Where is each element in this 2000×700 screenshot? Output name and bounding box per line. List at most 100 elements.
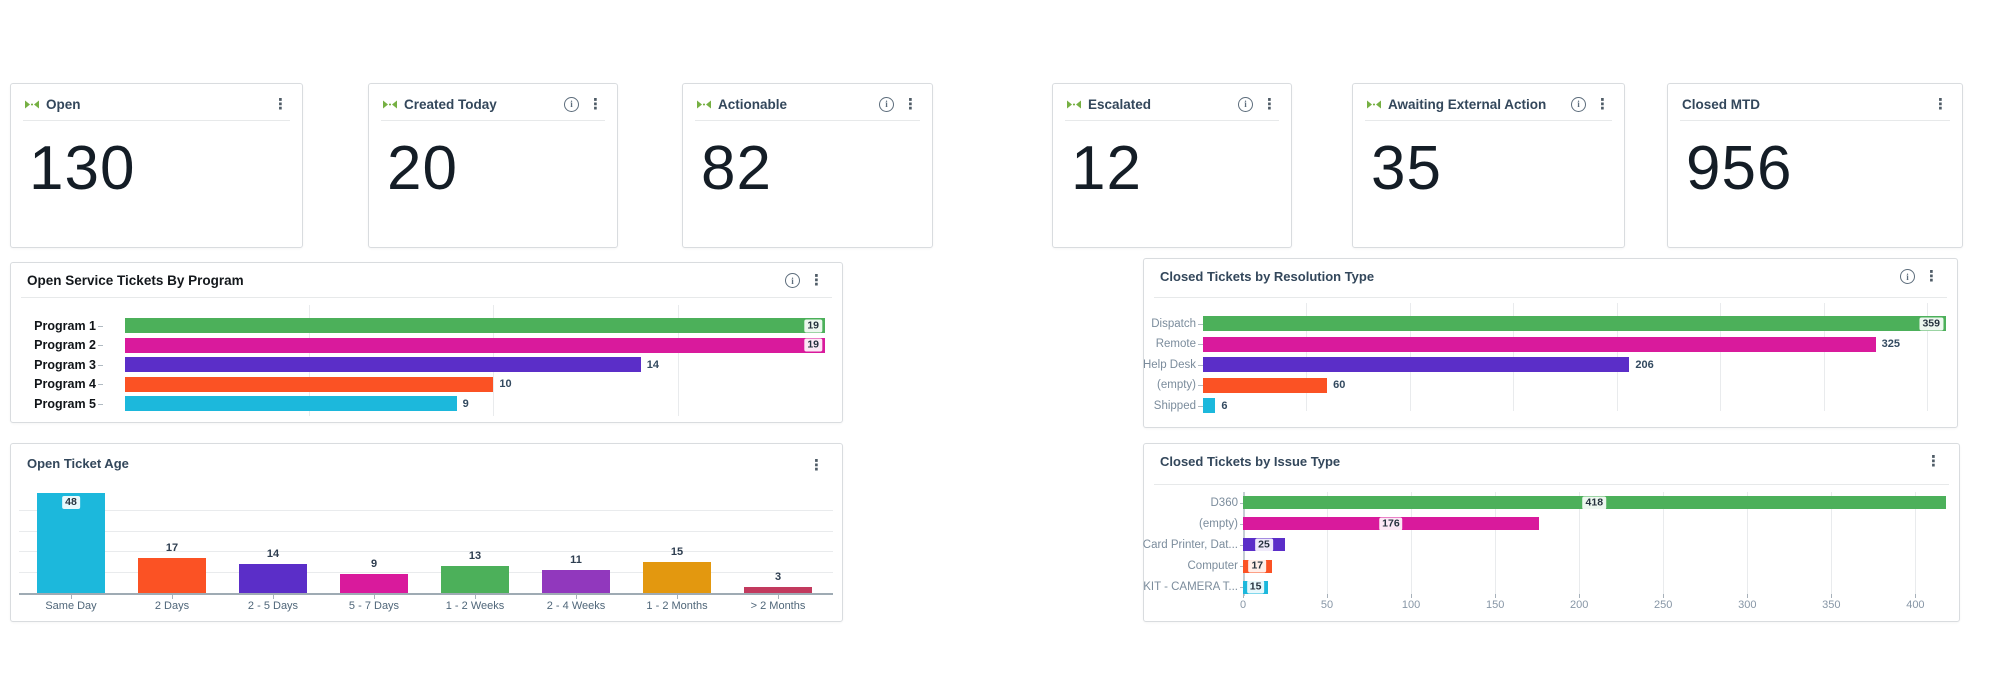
info-icon[interactable]: i xyxy=(785,273,800,288)
category-label: > 2 Months xyxy=(750,600,806,612)
bar[interactable] xyxy=(37,493,105,593)
axis-tick xyxy=(98,345,103,347)
bar[interactable] xyxy=(138,557,206,593)
resolution-chart-plot: Dispatch 359 Remote 325 Help Desk 206 (empty) 6… xyxy=(1143,259,1957,427)
bar[interactable] xyxy=(239,563,307,593)
bar[interactable] xyxy=(1203,336,1876,352)
category-label: 2 Days xyxy=(154,600,190,612)
kebab-menu-icon[interactable]: ⋮ xyxy=(903,95,918,113)
gridline xyxy=(677,305,679,416)
kpi-card-header: Awaiting External Action i ⋮ xyxy=(1367,95,1612,113)
kebab-menu-icon[interactable]: ⋮ xyxy=(273,95,288,113)
value-label: 359 xyxy=(1919,317,1943,330)
info-icon[interactable]: i xyxy=(879,96,894,112)
axis-tick xyxy=(1495,594,1497,598)
bar[interactable] xyxy=(1203,357,1630,372)
kebab-menu-icon[interactable]: ⋮ xyxy=(1933,95,1948,113)
value-label: 206 xyxy=(1635,358,1654,371)
kpi-card-awaiting-external-action: Awaiting External Action i ⋮ 35 xyxy=(1352,83,1625,248)
gridline xyxy=(19,572,833,574)
value-label: 3 xyxy=(774,570,782,583)
bar[interactable] xyxy=(125,357,641,373)
value-label: 48 xyxy=(62,496,80,510)
category-label: Help Desk xyxy=(1142,358,1196,371)
kebab-menu-icon[interactable]: ⋮ xyxy=(1595,95,1610,113)
divider xyxy=(1154,297,1947,298)
kpi-card-actionable: Actionable i ⋮ 82 xyxy=(682,83,933,248)
axis-tick xyxy=(1240,587,1245,589)
value-label: 418 xyxy=(1582,496,1607,509)
bar[interactable] xyxy=(125,337,825,353)
axis-tick-label: 50 xyxy=(1320,599,1334,611)
bar[interactable] xyxy=(542,570,610,593)
bar[interactable] xyxy=(125,396,457,412)
axis-tick xyxy=(1579,594,1581,598)
kpi-card-created-today: Created Today i ⋮ 20 xyxy=(368,83,618,248)
x-axis-line xyxy=(19,593,833,595)
bar[interactable] xyxy=(125,318,825,333)
chart-title: Open Ticket Age xyxy=(27,456,129,471)
kpi-card-header: Created Today i ⋮ xyxy=(383,95,605,113)
kpi-title: Closed MTD xyxy=(1682,96,1761,112)
info-icon[interactable]: i xyxy=(1238,96,1253,112)
gridline xyxy=(19,509,833,511)
bar[interactable] xyxy=(340,574,408,593)
axis-tick xyxy=(1243,594,1244,598)
kpi-card-header: Open ⋮ xyxy=(25,95,290,113)
bar[interactable] xyxy=(1203,316,1946,331)
kebab-menu-icon[interactable]: ⋮ xyxy=(809,457,824,474)
kebab-menu-icon[interactable]: ⋮ xyxy=(809,272,824,289)
category-label: (empty) xyxy=(1199,517,1238,530)
info-icon[interactable]: i xyxy=(564,96,579,112)
bar[interactable] xyxy=(643,561,711,593)
issue-chart-plot: D360 418 (empty) 176 Card Printer, Dat... 25 C… xyxy=(1143,444,1959,621)
kebab-menu-icon[interactable]: ⋮ xyxy=(1926,453,1941,470)
chart-card-closed-tickets-by-resolution-type: Closed Tickets by Resolution Type i ⋮ Di… xyxy=(1143,258,1958,428)
value-label: 14 xyxy=(266,547,280,560)
axis-tick xyxy=(1198,405,1203,407)
axis-tick xyxy=(98,325,103,327)
kpi-value: 20 xyxy=(387,134,458,203)
axis-tick xyxy=(1198,323,1203,325)
category-label: Program 1 xyxy=(34,318,96,333)
category-label: Program 2 xyxy=(34,338,96,353)
axis-tick xyxy=(1240,566,1245,568)
programs-chart-plot: Program 1 19 Program 2 19 Program 3 14 Program… xyxy=(11,263,842,422)
value-label: 9 xyxy=(462,397,469,410)
info-icon[interactable]: i xyxy=(1900,269,1915,284)
axis-tick-label: 200 xyxy=(1570,599,1589,611)
axis-tick-label: 100 xyxy=(1401,599,1421,611)
pull-arrows-icon xyxy=(25,99,39,110)
axis-tick xyxy=(71,595,72,599)
category-label: Dispatch xyxy=(1151,317,1196,330)
gridline xyxy=(1495,492,1497,594)
value-label: 60 xyxy=(1333,379,1346,391)
bar[interactable] xyxy=(744,586,812,593)
info-icon[interactable]: i xyxy=(1571,96,1586,112)
bar[interactable] xyxy=(125,376,494,392)
axis-tick-label: 350 xyxy=(1822,599,1841,611)
bar[interactable] xyxy=(441,565,509,593)
axis-tick-label: 150 xyxy=(1485,599,1505,611)
divider xyxy=(381,120,605,121)
kebab-menu-icon[interactable]: ⋮ xyxy=(1924,268,1939,285)
divider xyxy=(695,120,920,121)
axis-tick xyxy=(172,595,173,599)
value-label: 14 xyxy=(646,358,660,371)
value-label: 10 xyxy=(499,378,512,391)
bar[interactable] xyxy=(1203,398,1216,413)
category-label: 5 - 7 Days xyxy=(348,600,400,612)
kpi-value: 130 xyxy=(29,134,136,203)
category-label: Computer xyxy=(1187,560,1239,573)
category-label: KIT - CAMERA T... xyxy=(1143,581,1238,594)
chart-title: Closed Tickets by Resolution Type xyxy=(1160,269,1375,284)
category-label: Program 5 xyxy=(34,396,96,411)
bar[interactable] xyxy=(1203,377,1328,393)
gridline xyxy=(1411,492,1413,594)
kebab-menu-icon[interactable]: ⋮ xyxy=(588,95,603,113)
kebab-menu-icon[interactable]: ⋮ xyxy=(1262,95,1277,113)
gridline xyxy=(1831,492,1833,594)
axis-tick xyxy=(1240,502,1245,504)
value-label: 13 xyxy=(468,549,482,562)
